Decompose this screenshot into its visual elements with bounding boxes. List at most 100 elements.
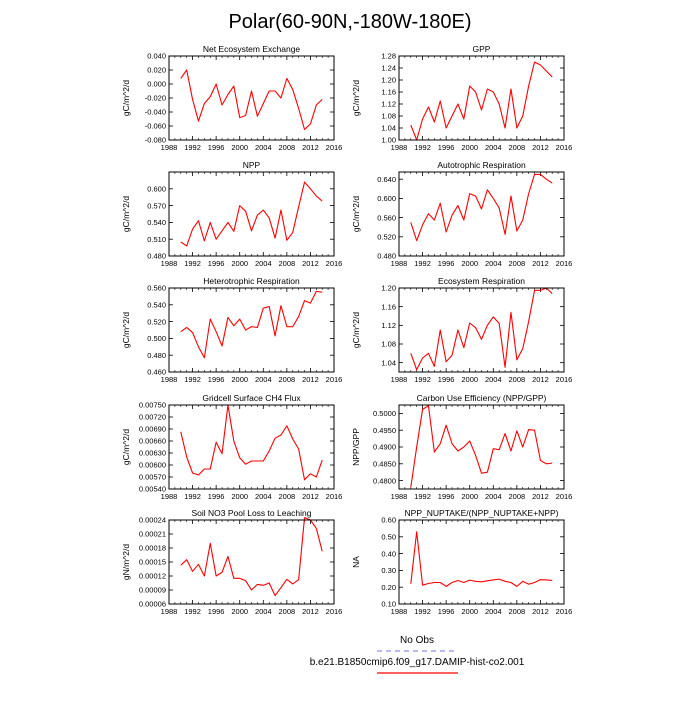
chart-title: Heterotrophic Respiration [203,276,300,286]
y-tick-label: 0.00006 [139,600,166,609]
y-tick-label: -0.060 [145,122,166,131]
x-tick-label: 1988 [391,143,408,152]
x-tick-label: 1996 [438,375,455,384]
panels-group: Net Ecosystem Exchange gC/m^2/d 1988 1992 19… [121,44,572,616]
series-line [410,405,553,488]
x-tick-label: 2016 [326,375,343,384]
y-tick-label: 0.4800 [373,476,396,485]
y-tick-label: 0.460 [147,368,166,377]
y-tick-label: 0.00021 [139,530,166,539]
x-tick-label: 2008 [279,492,296,501]
chart-panel: Ecosystem Respiration gC/m^2/d 1988 1992 199… [351,276,572,384]
x-tick-label: 1992 [184,607,201,616]
chart-panel: NPP gC/m^2/d 1988 1992 1996 2000 2004 2008 2012 2… [121,160,342,268]
x-tick-label: 2000 [231,143,248,152]
y-tick-label: 1.20 [381,76,396,85]
y-tick-label: 0.000 [147,80,166,89]
y-tick-label: 0.480 [377,252,396,261]
x-tick-label: 1992 [414,143,431,152]
y-tick-label: 0.040 [147,52,166,61]
y-tick-label: 1.16 [381,302,396,311]
y-tick-label: 1.04 [381,358,396,367]
x-tick-label: 1996 [438,607,455,616]
y-axis-label: gC/m^2/d [351,312,361,348]
chart-panel: Net Ecosystem Exchange gC/m^2/d 1988 1992 19… [121,44,342,152]
y-tick-label: 0.00600 [139,461,166,470]
chart-title: Soil NO3 Pool Loss to Leaching [191,508,311,518]
x-tick-label: 2004 [255,492,272,501]
x-tick-label: 2016 [556,492,573,501]
x-tick-label: 1988 [391,259,408,268]
y-tick-label: 0.510 [147,235,166,244]
plot-frame [398,287,565,373]
x-tick-label: 2004 [485,259,502,268]
y-tick-label: 1.00 [381,136,396,145]
chart-title: Ecosystem Respiration [438,276,525,286]
x-tick-label: 2000 [231,607,248,616]
x-tick-label: 2008 [509,259,526,268]
y-tick-label: 0.480 [147,351,166,360]
y-axis-label: gC/m^2/d [351,80,361,116]
x-tick-label: 2012 [302,492,319,501]
y-tick-label: -0.040 [145,108,166,117]
x-tick-label: 1996 [438,143,455,152]
x-tick-label: 2012 [532,259,549,268]
y-tick-label: 0.00540 [139,485,166,494]
x-tick-label: 2016 [556,375,573,384]
x-tick-label: 2012 [302,375,319,384]
series-line [410,61,553,141]
x-tick-label: 2004 [255,375,272,384]
y-tick-label: 0.560 [147,284,166,293]
x-tick-label: 1996 [438,492,455,501]
y-tick-label: 0.4950 [373,426,396,435]
y-tick-label: 0.00630 [139,449,166,458]
x-tick-label: 2008 [279,259,296,268]
y-tick-label: 0.00009 [139,586,166,595]
x-tick-label: 2016 [326,143,343,152]
x-tick-label: 1992 [414,375,431,384]
chart-panel: Autotrophic Respiration gC/m^2/d 1988 1992 1… [351,160,572,268]
y-tick-label: 0.00720 [139,413,166,422]
chart-title: Autotrophic Respiration [437,160,526,170]
x-tick-label: 2004 [485,492,502,501]
y-tick-label: 1.28 [381,52,396,61]
chart-title: GPP [473,44,491,54]
y-tick-label: 0.30 [381,566,396,575]
x-tick-label: 1992 [184,143,201,152]
figure-title: Polar(60-90N,-180W-180E) [228,11,471,33]
chart-title: NPP [243,160,261,170]
x-tick-label: 2012 [532,492,549,501]
plot-frame [168,287,335,373]
y-tick-label: 1.12 [381,100,396,109]
plot-frame [398,519,565,605]
x-tick-label: 2008 [279,375,296,384]
x-tick-label: 2016 [326,492,343,501]
x-tick-label: 2004 [485,607,502,616]
chart-title: Carbon Use Efficiency (NPP/GPP) [417,393,547,403]
y-tick-label: 0.50 [381,533,396,542]
y-tick-label: 0.520 [147,317,166,326]
chart-panel: Carbon Use Efficiency (NPP/GPP) NPP/GPP 19… [351,393,572,501]
x-tick-label: 2016 [326,259,343,268]
y-tick-label: 0.00012 [139,572,166,581]
x-tick-label: 1992 [414,259,431,268]
x-tick-label: 2004 [255,143,272,152]
x-tick-label: 2004 [255,259,272,268]
y-tick-label: 1.24 [381,64,396,73]
chart-title: Net Ecosystem Exchange [203,44,301,54]
y-axis-label: gN/m^2/d [121,544,131,580]
chart-title: Gridcell Surface CH4 Flux [202,393,301,403]
y-tick-label: 0.5000 [373,409,396,418]
x-tick-label: 2008 [509,492,526,501]
y-tick-label: 1.12 [381,321,396,330]
series-line [410,287,553,371]
y-axis-label: gC/m^2/d [121,196,131,232]
x-tick-label: 2016 [556,143,573,152]
chart-panel: NPP_NUPTAKE/(NPP_NUPTAKE+NPP) NA 1988 1992 1… [351,508,572,616]
y-tick-label: 0.540 [147,301,166,310]
chart-panel: Gridcell Surface CH4 Flux gC/m^2/d 1988 199… [121,393,342,501]
y-tick-label: 0.540 [147,218,166,227]
x-tick-label: 2012 [302,259,319,268]
